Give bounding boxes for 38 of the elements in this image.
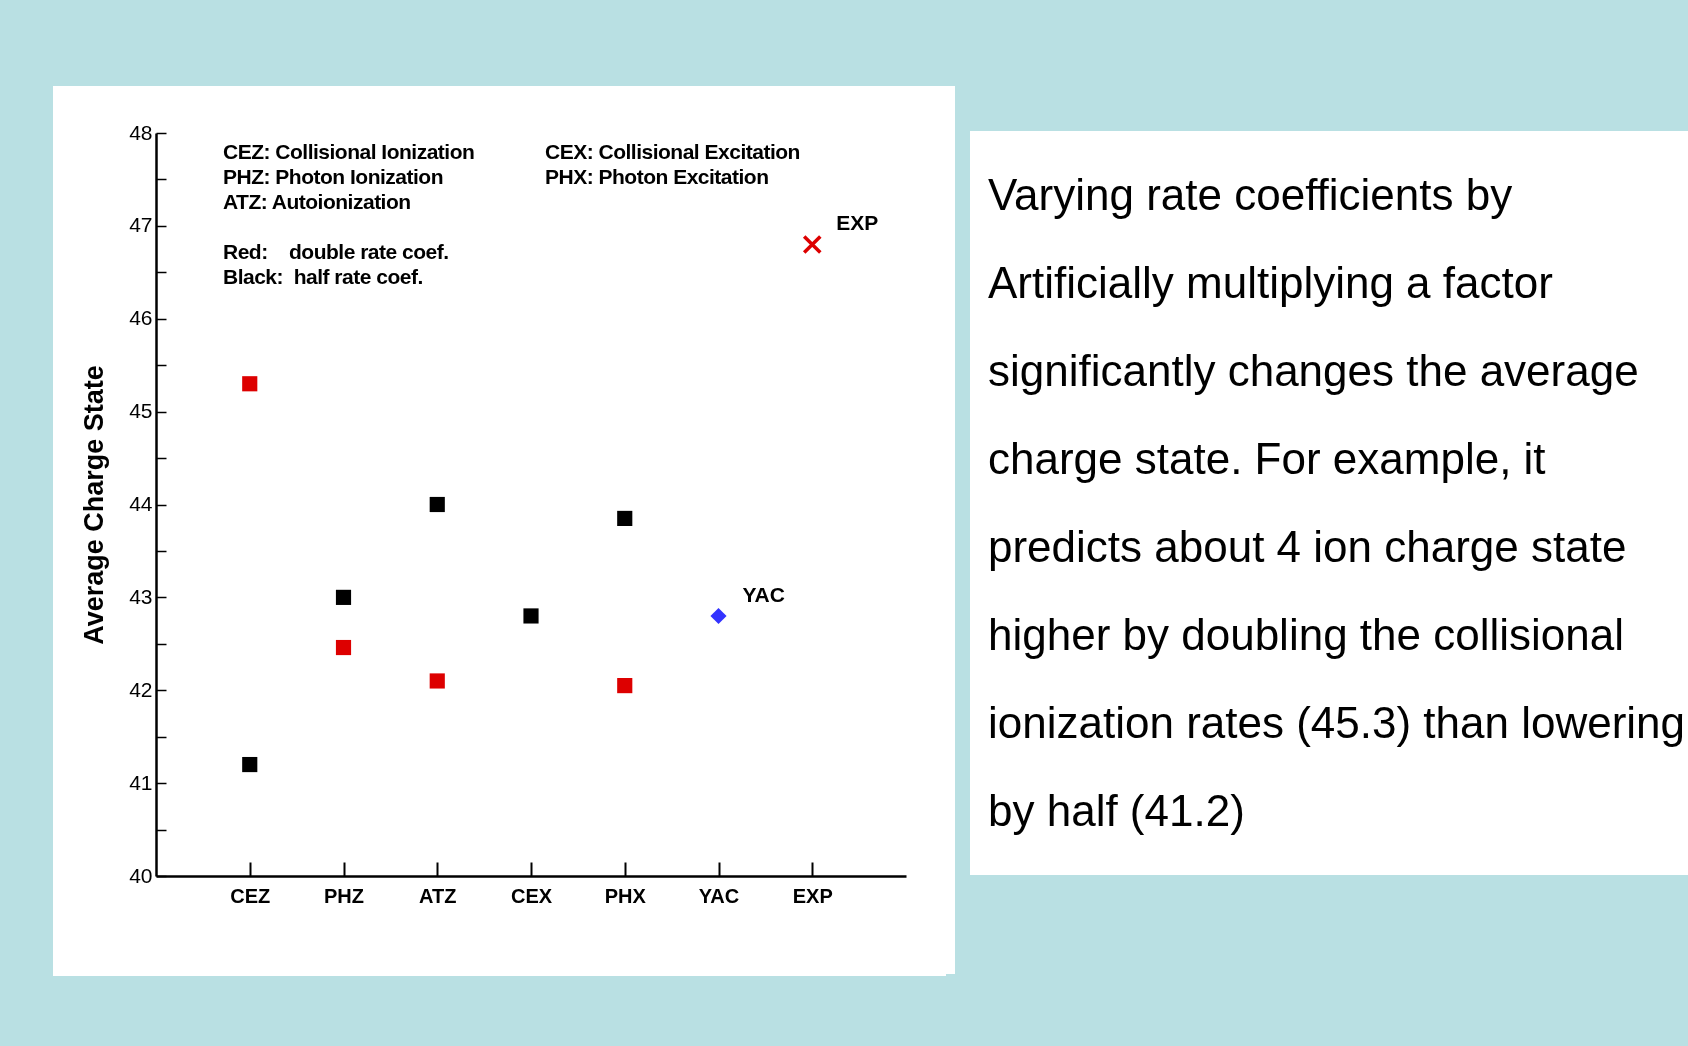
annotation: PHX: Photon Excitation <box>545 164 769 189</box>
y-tick-label: 41 <box>129 770 153 794</box>
x-tick-label: PHX <box>604 884 647 907</box>
y-tick-label: 45 <box>129 399 153 423</box>
y-tick-label: 48 <box>129 120 153 144</box>
point <box>710 607 727 625</box>
y-tick-label: 43 <box>129 584 153 608</box>
x-tick-label: YAC <box>698 884 740 907</box>
point <box>523 608 539 624</box>
point <box>335 639 352 656</box>
x-tick-label: ATZ <box>419 884 457 907</box>
point <box>242 756 258 773</box>
y-axis-title: Average Charge State <box>79 365 110 645</box>
annotation: Red: double rate coef. <box>223 239 449 264</box>
annotation: CEZ: Collisional Ionization <box>223 139 475 164</box>
y-tick-label: 46 <box>129 306 153 330</box>
annotation: ATZ: Autoionization <box>223 189 411 214</box>
point <box>617 510 633 527</box>
point <box>617 678 633 694</box>
x-tick-label: CEZ <box>230 884 271 907</box>
point <box>429 496 445 513</box>
y-tick-label: 42 <box>129 677 153 701</box>
point <box>335 589 352 605</box>
annotation: Black: half rate coef. <box>223 264 423 289</box>
annotation: PHZ: Photon Ionization <box>223 164 443 189</box>
point <box>429 673 445 689</box>
text: Varying rate coefficients by Artificially multiplying a factor significantly changes the average charge state. For example, it predicts about 4 ion charge state higher by doubling the collisional ionization rates (45.3) than lowering by half (41.2) <box>970 131 1688 875</box>
y-tick-label: 44 <box>129 492 153 515</box>
y-tick-label: 47 <box>129 213 153 237</box>
x-tick-label: EXP <box>792 884 833 907</box>
point <box>242 376 258 392</box>
x-tick-label: PHZ <box>324 884 364 907</box>
y-tick-label: 40 <box>129 863 153 887</box>
series-label: EXP <box>836 211 879 235</box>
series-label: YAC <box>742 582 785 606</box>
annotation: CEX: Collisional Excitation <box>545 139 800 164</box>
point <box>802 234 823 255</box>
x-tick-label: CEX <box>510 884 553 907</box>
